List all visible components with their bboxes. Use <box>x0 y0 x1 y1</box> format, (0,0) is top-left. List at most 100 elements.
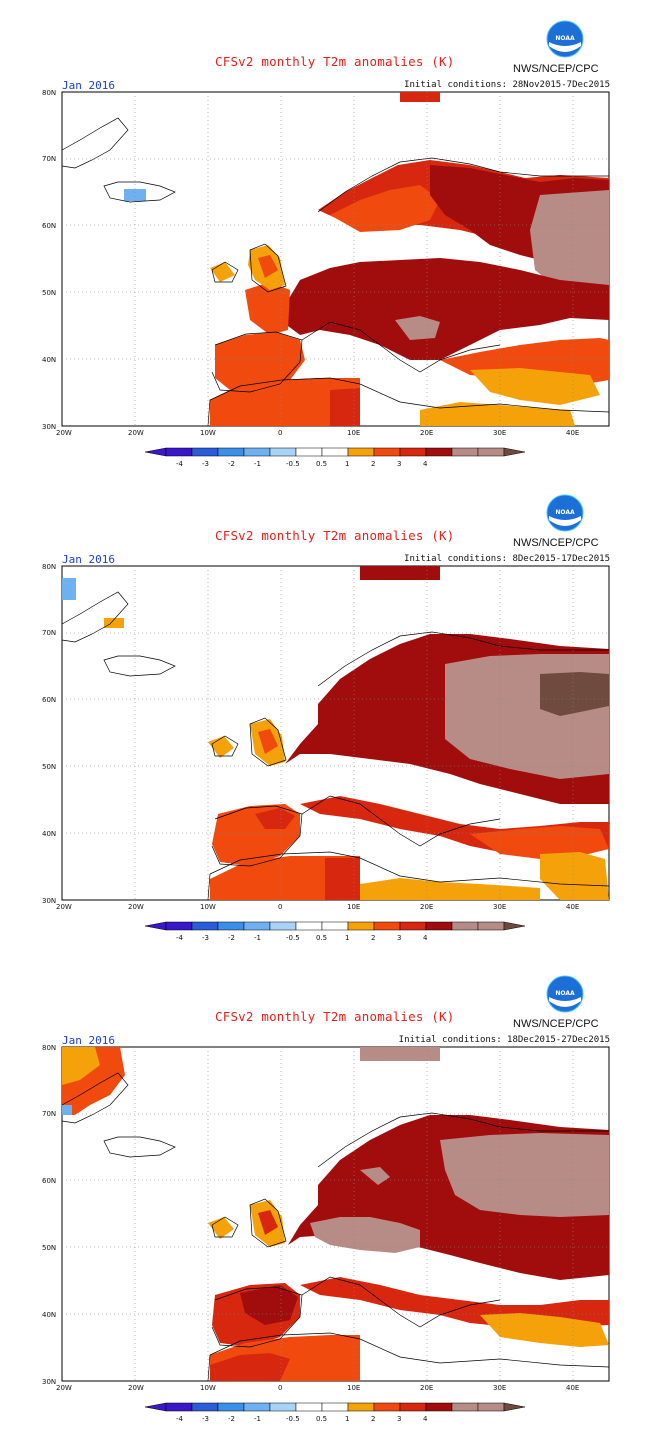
svg-text:1: 1 <box>345 1415 349 1423</box>
forecast-panel-2: CFSv2 monthly T2m anomalies (K) NOAA NWS… <box>0 474 670 954</box>
svg-text:70N: 70N <box>42 1110 56 1118</box>
anomaly-field <box>62 566 609 900</box>
svg-text:NOAA: NOAA <box>555 509 575 516</box>
noaa-logo-icon: NOAA <box>546 494 584 532</box>
svg-text:NOAA: NOAA <box>555 990 575 997</box>
svg-text:10W: 10W <box>200 429 216 437</box>
initial-conditions: Initial conditions: 28Nov2015-7Dec2015 <box>404 80 610 90</box>
svg-text:1: 1 <box>345 460 349 468</box>
svg-text:40N: 40N <box>42 356 56 364</box>
svg-text:30N: 30N <box>42 897 56 905</box>
svg-text:60N: 60N <box>42 1177 56 1185</box>
panel-title: CFSv2 monthly T2m anomalies (K) <box>215 528 455 543</box>
svg-text:-0.5: -0.5 <box>286 1415 300 1423</box>
svg-text:10E: 10E <box>347 1384 360 1392</box>
colorbar: -4 -3 -2 -1 -0.5 0.5 1 2 3 4 <box>144 447 526 468</box>
svg-text:20W: 20W <box>128 1384 144 1392</box>
svg-text:10E: 10E <box>347 903 360 911</box>
svg-text:30E: 30E <box>493 903 506 911</box>
svg-text:0.5: 0.5 <box>316 460 327 468</box>
svg-text:2: 2 <box>371 934 375 942</box>
svg-text:-0.5: -0.5 <box>286 460 300 468</box>
svg-text:10W: 10W <box>200 1384 216 1392</box>
forecast-panel-1: CFSv2 monthly T2m anomalies (K) NOAA NWS… <box>0 0 670 480</box>
svg-text:30N: 30N <box>42 423 56 431</box>
coastlines <box>61 117 610 427</box>
svg-text:2: 2 <box>371 460 375 468</box>
svg-text:0: 0 <box>278 1384 282 1392</box>
svg-text:40E: 40E <box>566 1384 579 1392</box>
noaa-logo-icon: NOAA <box>546 20 584 58</box>
colorbar: -4 -3 -2 -1 -0.5 0.5 1 2 3 4 <box>144 1402 526 1423</box>
svg-text:70N: 70N <box>42 629 56 637</box>
svg-text:40N: 40N <box>42 1311 56 1319</box>
svg-text:-3: -3 <box>202 934 209 942</box>
svg-text:20E: 20E <box>420 429 433 437</box>
svg-text:3: 3 <box>397 460 401 468</box>
svg-text:40N: 40N <box>42 830 56 838</box>
svg-text:80N: 80N <box>42 563 56 571</box>
svg-text:-2: -2 <box>228 934 235 942</box>
svg-text:50N: 50N <box>42 289 56 297</box>
anomaly-map: 80N 70N 60N 50N 40N 30N 20W 20W 10W 0 10… <box>42 89 610 468</box>
svg-text:20E: 20E <box>420 903 433 911</box>
agency-credit: NWS/NCEP/CPC <box>513 1018 599 1030</box>
svg-text:4: 4 <box>423 460 428 468</box>
noaa-logo-icon: NOAA <box>546 975 584 1013</box>
svg-text:20W: 20W <box>56 1384 72 1392</box>
svg-text:1: 1 <box>345 934 349 942</box>
initial-conditions: Initial conditions: 8Dec2015-17Dec2015 <box>404 554 610 564</box>
svg-text:20W: 20W <box>56 429 72 437</box>
anomaly-field <box>124 92 609 426</box>
anomaly-field <box>62 1047 609 1381</box>
svg-text:-1: -1 <box>254 1415 261 1423</box>
svg-text:20E: 20E <box>420 1384 433 1392</box>
panel-title: CFSv2 monthly T2m anomalies (K) <box>215 54 455 69</box>
svg-text:0.5: 0.5 <box>316 1415 327 1423</box>
svg-text:-3: -3 <box>202 1415 209 1423</box>
svg-text:60N: 60N <box>42 222 56 230</box>
svg-text:30E: 30E <box>493 1384 506 1392</box>
svg-text:-2: -2 <box>228 1415 235 1423</box>
svg-text:-3: -3 <box>202 460 209 468</box>
svg-text:50N: 50N <box>42 1244 56 1252</box>
svg-text:-4: -4 <box>176 460 184 468</box>
axis-labels: 80N 70N 60N 50N 40N 30N 20W 20W 10W 0 10… <box>42 1044 579 1392</box>
forecast-month: Jan 2016 <box>62 1034 115 1047</box>
svg-text:30N: 30N <box>42 1378 56 1386</box>
svg-text:0.5: 0.5 <box>316 934 327 942</box>
svg-text:30E: 30E <box>493 429 506 437</box>
svg-text:40E: 40E <box>566 429 579 437</box>
svg-text:4: 4 <box>423 934 428 942</box>
svg-text:NOAA: NOAA <box>555 35 575 42</box>
svg-text:-2: -2 <box>228 460 235 468</box>
svg-text:20W: 20W <box>56 903 72 911</box>
forecast-month: Jan 2016 <box>62 553 115 566</box>
svg-text:-0.5: -0.5 <box>286 934 300 942</box>
anomaly-map: 80N 70N 60N 50N 40N 30N 20W 20W 10W 0 10… <box>42 563 610 942</box>
svg-text:-4: -4 <box>176 1415 184 1423</box>
svg-text:0: 0 <box>278 429 282 437</box>
svg-text:80N: 80N <box>42 1044 56 1052</box>
panel-title: CFSv2 monthly T2m anomalies (K) <box>215 1009 455 1024</box>
forecast-panel-3: CFSv2 monthly T2m anomalies (K) NOAA NWS… <box>0 955 670 1435</box>
svg-text:4: 4 <box>423 1415 428 1423</box>
svg-text:60N: 60N <box>42 696 56 704</box>
svg-text:3: 3 <box>397 934 401 942</box>
svg-text:0: 0 <box>278 903 282 911</box>
svg-text:10E: 10E <box>347 429 360 437</box>
svg-text:-1: -1 <box>254 460 261 468</box>
svg-text:20W: 20W <box>128 429 144 437</box>
axis-labels: 80N 70N 60N 50N 40N 30N 20W 20W 10W 0 10… <box>42 89 579 437</box>
svg-text:40E: 40E <box>566 903 579 911</box>
forecast-month: Jan 2016 <box>62 79 115 92</box>
axis-labels: 80N 70N 60N 50N 40N 30N 20W 20W 10W 0 10… <box>42 563 579 911</box>
svg-text:10W: 10W <box>200 903 216 911</box>
anomaly-map: 80N 70N 60N 50N 40N 30N 20W 20W 10W 0 10… <box>42 1044 610 1423</box>
svg-text:2: 2 <box>371 1415 375 1423</box>
agency-credit: NWS/NCEP/CPC <box>513 63 599 75</box>
svg-text:-1: -1 <box>254 934 261 942</box>
agency-credit: NWS/NCEP/CPC <box>513 537 599 549</box>
svg-text:50N: 50N <box>42 763 56 771</box>
svg-text:3: 3 <box>397 1415 401 1423</box>
